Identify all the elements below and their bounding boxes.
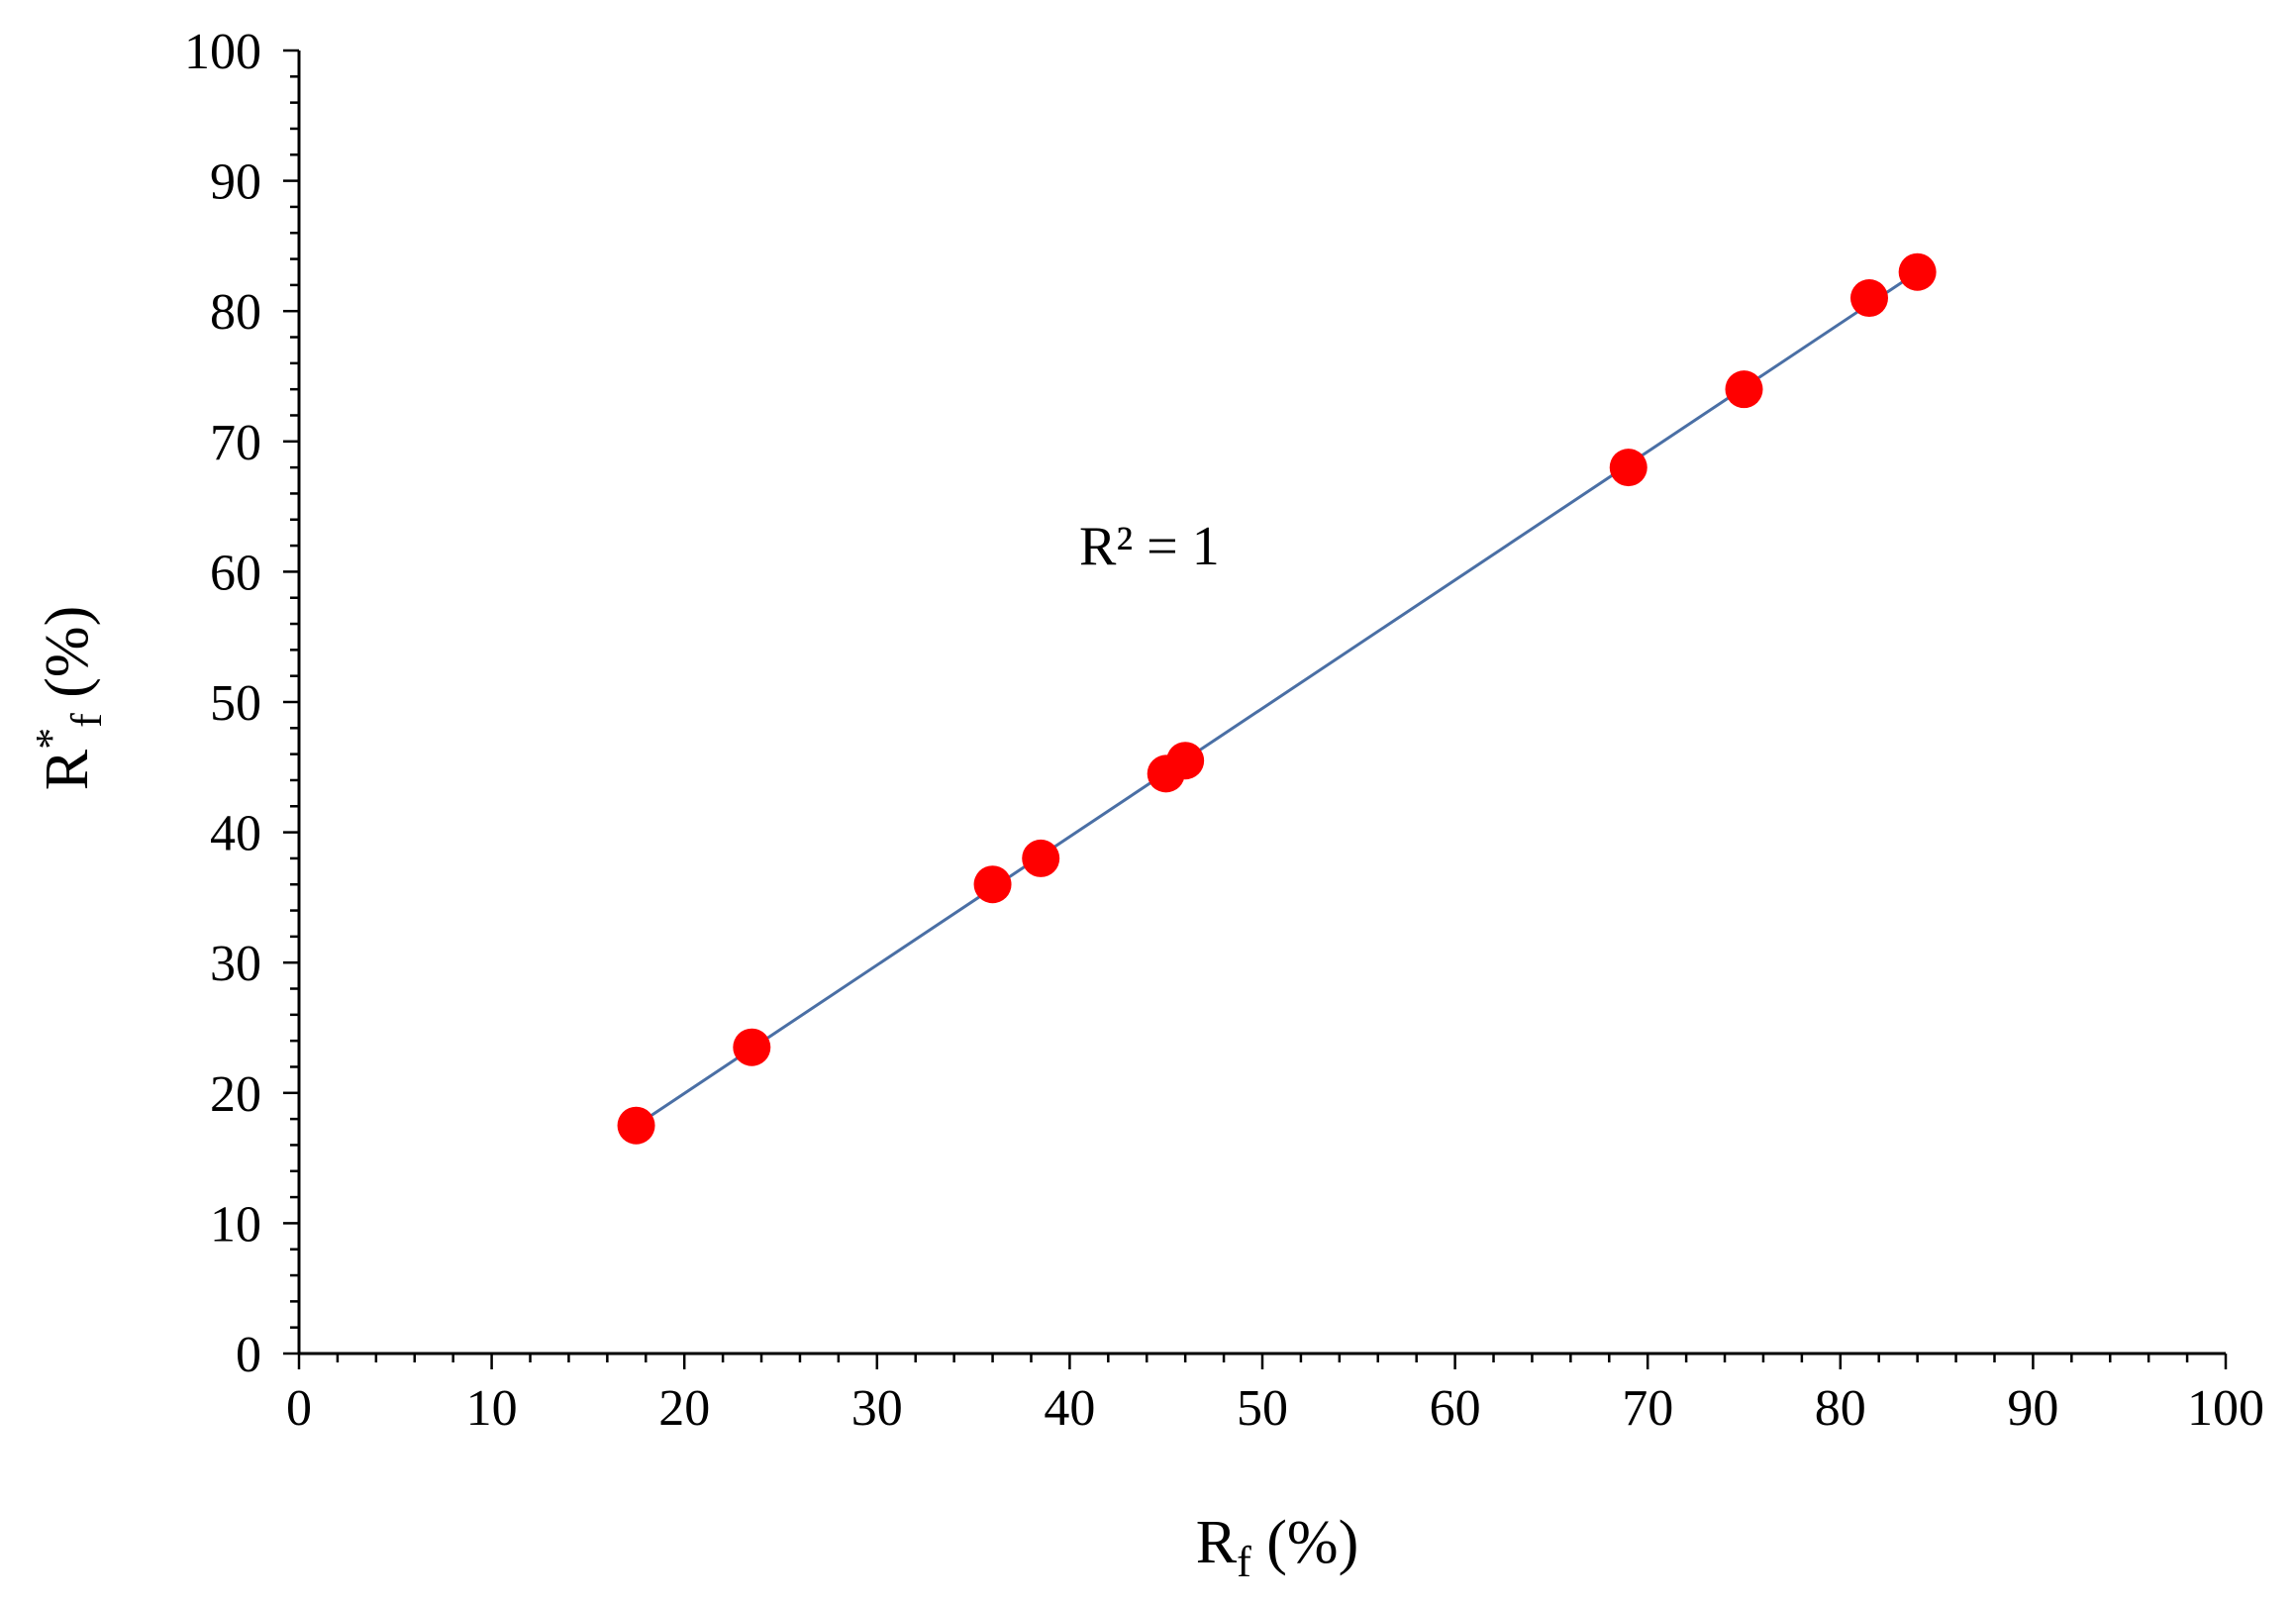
data-point <box>1849 279 1888 318</box>
y-tick-label: 90 <box>210 154 261 211</box>
data-point <box>1166 742 1205 780</box>
y-axis-title-sup: * <box>27 728 75 750</box>
x-tick-label: 40 <box>1044 1380 1095 1437</box>
data-point <box>1725 370 1763 409</box>
y-tick-label: 30 <box>210 936 261 992</box>
y-tick-label: 0 <box>236 1327 261 1383</box>
y-tick-label: 20 <box>210 1066 261 1123</box>
y-axis-title: R*f (%) <box>27 606 111 790</box>
tick-labels: 0 10 20 30 40 50 60 70 80 90 100 0 10 20 30 40 50 60 70 80 9… <box>184 24 2264 1437</box>
x-tick-label: 0 <box>286 1380 312 1437</box>
y-tick-label: 60 <box>210 545 261 601</box>
x-tick-label: 20 <box>658 1380 710 1437</box>
x-tick-label: 100 <box>2187 1380 2264 1437</box>
y-tick-label: 40 <box>210 806 261 862</box>
x-axis-title-unit: (%) <box>1251 1509 1358 1576</box>
y-axis-title-sub: f <box>62 713 111 728</box>
data-point <box>617 1106 655 1145</box>
data-point <box>1022 839 1060 877</box>
x-tick-label: 90 <box>2007 1380 2058 1437</box>
ticks <box>283 49 2228 1369</box>
y-tick-label: 10 <box>210 1196 261 1253</box>
x-axis-title-main: R <box>1196 1509 1238 1576</box>
data-point <box>733 1028 771 1066</box>
y-tick-label: 70 <box>210 415 261 471</box>
r-squared-annotation: R² = 1 <box>1079 516 1220 577</box>
x-axis-title: Rf (%) <box>1196 1509 1358 1586</box>
x-axis-title-sub: f <box>1237 1538 1251 1586</box>
x-tick-label: 50 <box>1237 1380 1288 1437</box>
trendline <box>635 270 1919 1127</box>
x-tick-label: 80 <box>1815 1380 1866 1437</box>
y-axis-title-main: R <box>34 749 101 790</box>
x-tick-label: 60 <box>1430 1380 1481 1437</box>
x-tick-label: 70 <box>1622 1380 1673 1437</box>
data-point <box>973 865 1012 904</box>
x-tick-label: 30 <box>851 1380 903 1437</box>
y-tick-label: 80 <box>210 284 261 341</box>
data-points <box>617 252 1937 1145</box>
data-point <box>1609 449 1647 487</box>
x-tick-label: 10 <box>466 1380 518 1437</box>
y-axis-title-unit: (%) <box>34 606 101 713</box>
data-point <box>1898 252 1937 291</box>
y-tick-label: 100 <box>184 24 261 80</box>
axes <box>297 50 2226 1356</box>
y-tick-label: 50 <box>210 675 261 732</box>
